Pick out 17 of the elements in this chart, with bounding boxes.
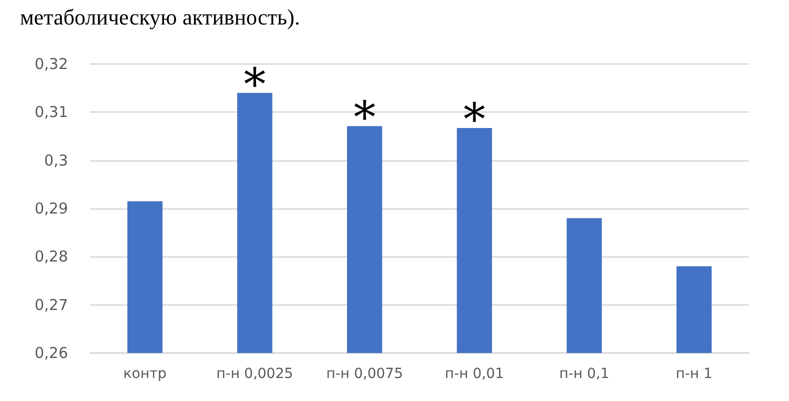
y-tick-label: 0,26 [34, 344, 68, 362]
y-tick-label: 0,27 [34, 296, 68, 314]
x-tick-label: п-н 0,0075 [326, 366, 403, 382]
x-tick-label: п-н 0,1 [559, 366, 610, 382]
x-tick-label: п-н 0,0025 [216, 366, 294, 382]
y-tick-label: 0,29 [34, 200, 68, 218]
annotation: * [354, 92, 376, 144]
x-tick-label: п-н 1 [676, 366, 712, 382]
annotation: * [244, 59, 266, 110]
x-tick-label: п-н 0,01 [444, 366, 504, 382]
annotation: * [463, 94, 486, 146]
y-tick-label: 0,3 [44, 151, 68, 170]
y-tick-label: 0,32 [34, 55, 68, 73]
y-tick-label: 0,28 [34, 248, 68, 266]
y-tick-label: 0,31 [34, 103, 68, 122]
chart-title: метаболическую активность). [20, 4, 300, 30]
x-tick-label: контр [123, 366, 167, 382]
